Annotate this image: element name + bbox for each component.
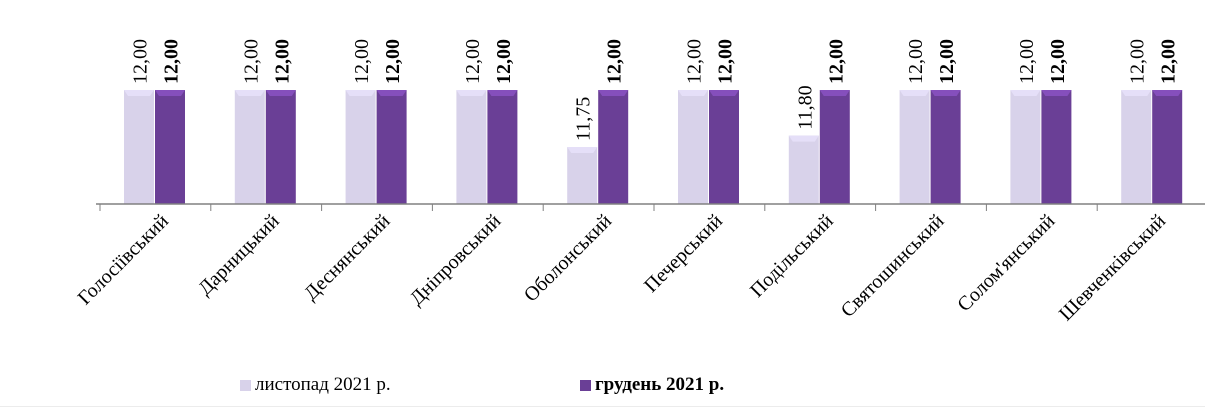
bar-cap-november-4	[567, 147, 598, 153]
data-label-december-1: 12,00	[271, 39, 293, 84]
bar-cap-december-7	[930, 90, 961, 96]
x-tick-label-6: Подільський	[746, 210, 838, 302]
legend-swatch-november	[240, 379, 251, 391]
data-label-december-4: 12,00	[604, 39, 626, 84]
data-label-november-5: 12,00	[684, 39, 706, 84]
bar-december-7	[930, 90, 961, 204]
data-label-november-7: 12,00	[905, 39, 927, 84]
x-tick-label-7: Святошинський	[837, 210, 949, 322]
bar-cap-december-1	[265, 90, 296, 96]
data-label-december-5: 12,00	[715, 39, 737, 84]
bar-cap-november-5	[678, 90, 708, 96]
bar-cap-november-8	[1010, 90, 1041, 96]
bar-november-0	[124, 90, 154, 204]
bar-december-5	[709, 90, 739, 204]
bar-cap-december-8	[1041, 90, 1072, 96]
bar-december-2	[376, 90, 407, 204]
data-label-november-0: 12,00	[130, 39, 152, 84]
bar-cap-november-7	[899, 90, 930, 96]
data-label-november-6: 11,80	[794, 85, 816, 129]
data-label-december-3: 12,00	[493, 39, 515, 84]
bar-december-1	[265, 90, 296, 204]
x-tick-label-3: Дніпровський	[406, 210, 506, 310]
bar-cap-november-9	[1121, 90, 1152, 96]
legend: листопад 2021 р. грудень 2021 р.	[240, 374, 940, 400]
data-label-december-7: 12,00	[936, 39, 958, 84]
data-label-november-9: 12,00	[1127, 39, 1149, 84]
legend-label-november: листопад 2021 р.	[255, 374, 391, 395]
bar-november-3	[456, 90, 487, 204]
bar-cap-november-3	[456, 90, 487, 96]
legend-label-december: грудень 2021 р.	[595, 374, 725, 395]
x-tick-label-5: Печерський	[640, 210, 727, 297]
bar-november-9	[1121, 90, 1152, 204]
bar-november-6	[788, 135, 819, 204]
data-label-december-6: 12,00	[825, 39, 847, 84]
data-label-december-0: 12,00	[161, 39, 183, 84]
x-tick-label-1: Дарницький	[194, 210, 284, 300]
data-label-november-2: 12,00	[351, 39, 373, 84]
bar-november-4	[567, 147, 598, 204]
data-label-november-3: 12,00	[462, 39, 484, 84]
bar-november-8	[1010, 90, 1041, 204]
bar-cap-november-6	[788, 135, 819, 142]
bar-cap-december-9	[1152, 90, 1183, 96]
bar-cap-december-0	[155, 90, 185, 96]
bar-november-7	[899, 90, 930, 204]
data-label-december-2: 12,00	[382, 39, 404, 84]
bar-cap-november-1	[234, 90, 265, 96]
data-label-november-4: 11,75	[573, 97, 595, 141]
x-tick-label-0: Голосіївський	[74, 210, 174, 310]
bar-november-5	[678, 90, 708, 204]
bar-november-1	[234, 90, 265, 204]
bar-cap-december-6	[819, 90, 850, 96]
bar-cap-december-2	[376, 90, 407, 96]
bar-november-2	[345, 90, 376, 204]
legend-swatch-december	[580, 379, 591, 391]
data-label-december-9: 12,00	[1158, 39, 1180, 84]
bar-cap-december-5	[709, 90, 739, 96]
bar-cap-november-2	[345, 90, 376, 96]
bar-december-9	[1152, 90, 1183, 204]
data-label-december-8: 12,00	[1047, 39, 1069, 84]
legend-item-december: грудень 2021 р.	[580, 374, 724, 396]
bar-december-0	[155, 90, 185, 204]
bar-december-4	[598, 90, 629, 204]
legend-item-november: листопад 2021 р.	[240, 374, 391, 396]
x-tick-label-4: Оболонський	[520, 210, 616, 306]
bar-cap-november-0	[124, 90, 154, 96]
x-tick-label-8: Солом'янський	[953, 210, 1059, 316]
data-label-november-1: 12,00	[240, 39, 262, 84]
bar-december-3	[487, 90, 518, 204]
bar-cap-december-3	[487, 90, 518, 96]
bar-cap-december-4	[598, 90, 629, 96]
bar-december-6	[819, 90, 850, 204]
bar-december-8	[1041, 90, 1072, 204]
x-tick-label-2: Деснянський	[300, 210, 395, 305]
data-label-november-8: 12,00	[1016, 39, 1038, 84]
x-tick-label-9: Шевченківський	[1055, 210, 1171, 326]
